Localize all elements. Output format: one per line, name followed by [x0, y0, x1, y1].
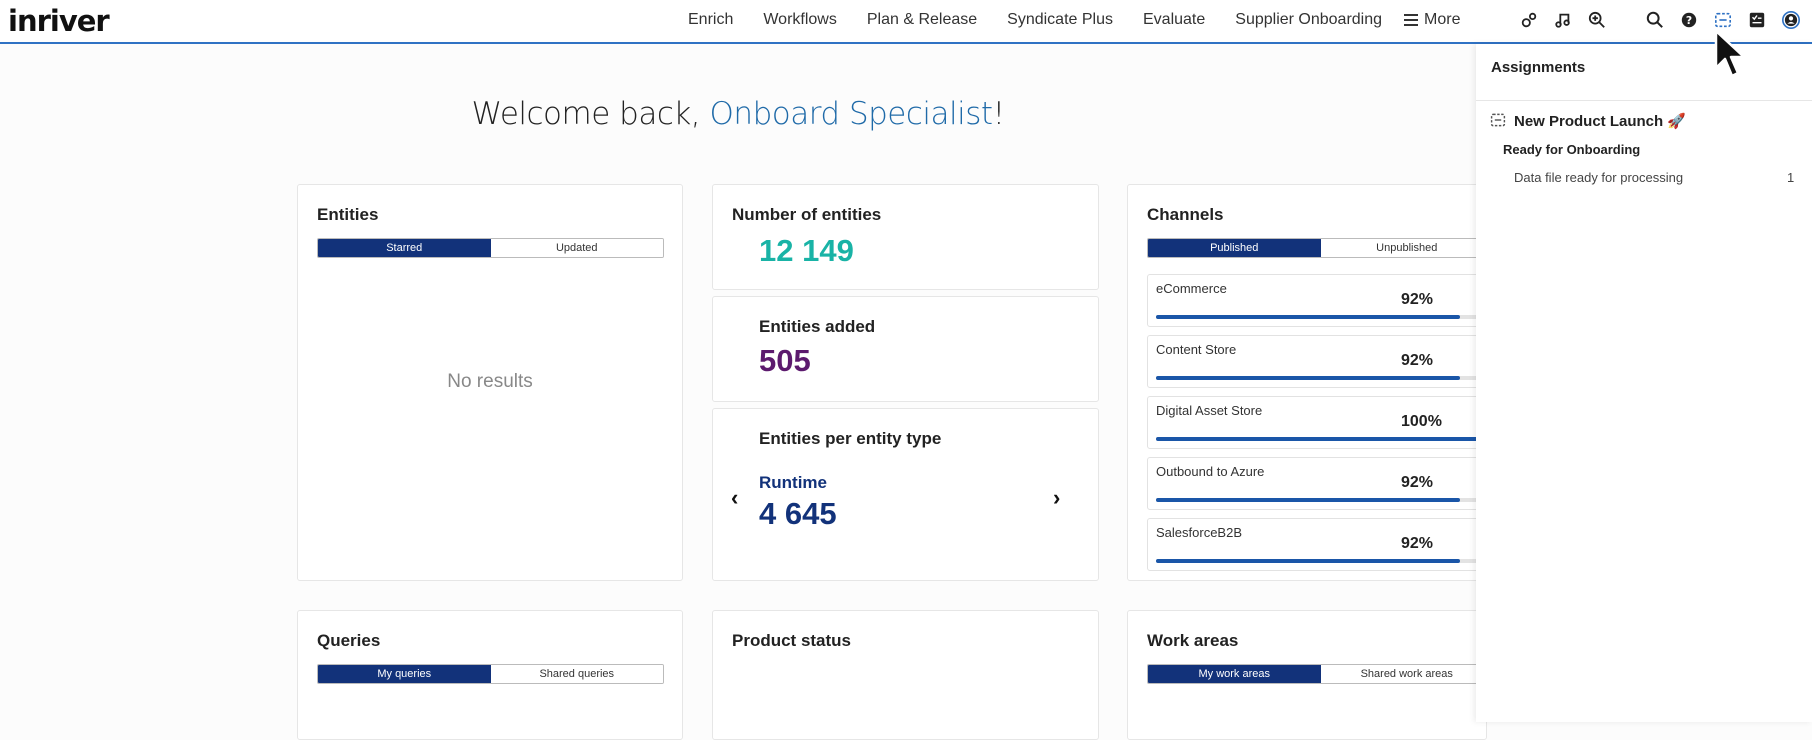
assignment-task-label[interactable]: Data file ready for processing: [1514, 170, 1684, 185]
mouse-cursor-icon: [1713, 28, 1749, 87]
chevron-left-icon[interactable]: ‹: [731, 485, 739, 510]
zoom-in-icon[interactable]: [1586, 9, 1608, 31]
help-icon[interactable]: ?: [1678, 9, 1700, 31]
channel-name: Digital Asset Store: [1156, 403, 1263, 418]
main-nav: Enrich Workflows Plan & Release Syndicat…: [688, 11, 1520, 29]
nav-more-label: More: [1424, 11, 1461, 28]
entities-per-type-title: Entities per entity type: [759, 429, 942, 448]
channel-progress-fill: [1156, 559, 1460, 563]
channel-progress-fill: [1156, 315, 1460, 319]
entities-added-value: 505: [759, 343, 811, 378]
nav-syndicate-plus[interactable]: Syndicate Plus: [1007, 11, 1113, 28]
assignment-name[interactable]: New Product Launch 🚀: [1514, 113, 1687, 130]
tab-updated[interactable]: Updated: [490, 239, 663, 257]
tab-starred[interactable]: Starred: [318, 239, 491, 257]
work-areas-card: Work areas My work areas Shared work are…: [1127, 610, 1494, 740]
top-bar: inriver Enrich Workflows Plan & Release …: [0, 0, 1812, 44]
product-status-card: Product status: [712, 610, 1099, 740]
channel-row[interactable]: Content Store 92%: [1147, 335, 1487, 388]
queries-title: Queries: [317, 631, 381, 650]
hamburger-icon: [1404, 14, 1419, 26]
channel-name: Outbound to Azure: [1156, 464, 1265, 479]
channel-progress-bar: [1156, 498, 1486, 502]
assignment-task-count: 1: [1787, 170, 1795, 185]
entity-type-count: 4 645: [759, 496, 837, 531]
tab-shared-work-areas[interactable]: Shared work areas: [1320, 665, 1493, 683]
welcome-suffix: !: [992, 96, 1005, 132]
channel-percent: 92%: [1401, 535, 1434, 552]
channel-percent: 92%: [1401, 352, 1434, 369]
channel-progress-bar: [1156, 315, 1486, 319]
nav-workflows[interactable]: Workflows: [763, 11, 837, 28]
welcome-heading: Welcome back, Onboard Specialist!: [0, 96, 1476, 132]
tasks-checklist-icon[interactable]: [1746, 9, 1768, 31]
channel-percent: 100%: [1401, 413, 1442, 430]
entities-card: Entities Starred Updated No results: [297, 184, 683, 581]
channel-row[interactable]: eCommerce 92%: [1147, 274, 1487, 327]
channel-progress-bar: [1156, 376, 1486, 380]
channel-percent: 92%: [1401, 291, 1434, 308]
entity-type-name: Runtime: [759, 473, 827, 492]
channels-card: Channels Published Unpublished eCommerce…: [1127, 184, 1494, 581]
assignments-icon[interactable]: [1712, 9, 1734, 31]
entities-added-card: Entities added 505: [712, 296, 1099, 402]
channel-name: eCommerce: [1156, 281, 1227, 296]
nav-supplier-onboarding[interactable]: Supplier Onboarding: [1235, 11, 1383, 28]
tab-published[interactable]: Published: [1148, 239, 1321, 257]
tab-my-queries[interactable]: My queries: [318, 665, 491, 683]
tab-unpublished[interactable]: Unpublished: [1320, 239, 1493, 257]
music-note-icon[interactable]: [1552, 9, 1574, 31]
channel-progress-bar: [1156, 437, 1486, 441]
entities-per-type-card: Entities per entity type ‹ Runtime 4 645…: [712, 408, 1099, 581]
chevron-right-icon[interactable]: ›: [1053, 485, 1061, 510]
settings-gears-icon[interactable]: [1518, 9, 1540, 31]
channel-progress-fill: [1156, 437, 1486, 441]
nav-more-button[interactable]: More: [1404, 11, 1490, 29]
inriver-logo[interactable]: inriver: [8, 4, 110, 38]
welcome-user-name: Onboard Specialist: [709, 96, 994, 132]
channels-title: Channels: [1147, 205, 1224, 224]
assignment-icon: [1490, 112, 1506, 128]
entities-empty-message: No results: [447, 371, 533, 392]
product-status-title: Product status: [732, 631, 852, 650]
channel-progress-bar: [1156, 559, 1486, 563]
assignments-divider: [1476, 100, 1812, 101]
entities-tab-toggle: Starred Updated: [317, 238, 664, 258]
work-areas-title: Work areas: [1147, 631, 1239, 650]
queries-card: Queries My queries Shared queries: [297, 610, 683, 740]
channel-percent: 92%: [1401, 474, 1434, 491]
work-areas-tab-toggle: My work areas Shared work areas: [1147, 664, 1494, 684]
assignments-panel: Assignments New Product Launch 🚀 Ready f…: [1476, 44, 1812, 722]
channel-progress-fill: [1156, 498, 1460, 502]
channel-name: SalesforceB2B: [1156, 525, 1242, 540]
entities-title: Entities: [317, 205, 379, 224]
assignments-title: Assignments: [1491, 59, 1586, 76]
channel-row[interactable]: Outbound to Azure 92%: [1147, 457, 1487, 510]
tab-shared-queries[interactable]: Shared queries: [490, 665, 663, 683]
nav-enrich[interactable]: Enrich: [688, 11, 734, 28]
user-avatar-icon[interactable]: [1780, 9, 1802, 31]
number-of-entities-card: Number of entities 12 149: [712, 184, 1099, 290]
number-of-entities-title: Number of entities: [732, 205, 882, 224]
channel-row[interactable]: Digital Asset Store 100%: [1147, 396, 1487, 449]
channel-progress-fill: [1156, 376, 1460, 380]
assignment-status[interactable]: Ready for Onboarding: [1503, 142, 1641, 157]
queries-tab-toggle: My queries Shared queries: [317, 664, 664, 684]
nav-plan-release[interactable]: Plan & Release: [866, 11, 978, 28]
welcome-prefix: Welcome back,: [471, 96, 710, 132]
svg-text:?: ?: [1686, 14, 1692, 27]
channel-row[interactable]: SalesforceB2B 92%: [1147, 518, 1487, 571]
entities-added-title: Entities added: [759, 317, 876, 336]
channel-name: Content Store: [1156, 342, 1237, 357]
channels-tab-toggle: Published Unpublished: [1147, 238, 1494, 258]
number-of-entities-value: 12 149: [759, 233, 854, 268]
nav-evaluate[interactable]: Evaluate: [1143, 11, 1206, 28]
search-icon[interactable]: [1644, 9, 1666, 31]
tab-my-work-areas[interactable]: My work areas: [1148, 665, 1321, 683]
